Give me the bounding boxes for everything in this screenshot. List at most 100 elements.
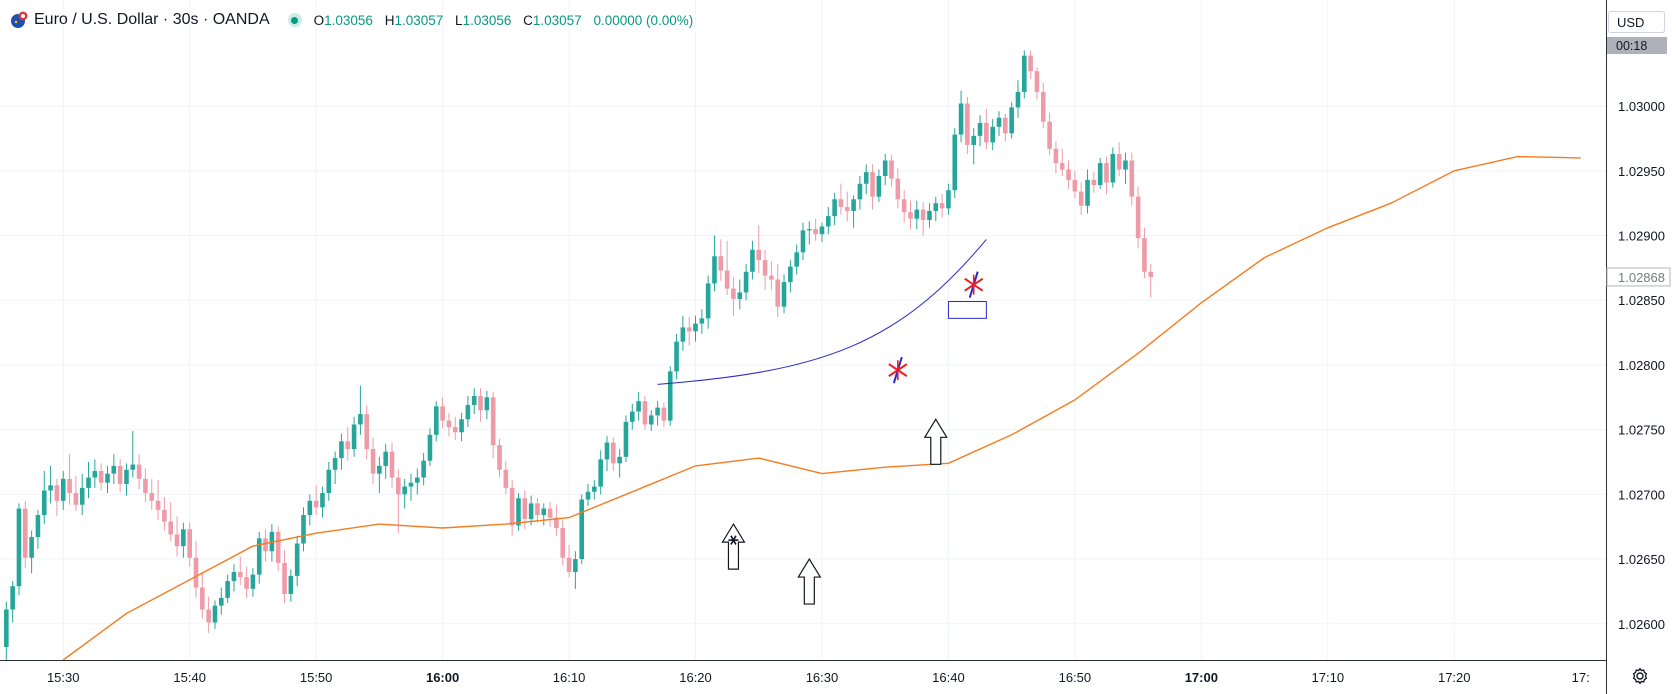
candle-body [364,414,370,450]
price-tick-label: 1.03000 [1618,99,1665,114]
candle-body [452,427,458,433]
candle-body [693,323,698,332]
candle-body [117,465,123,484]
candle-body [509,487,515,526]
candle-body [547,508,553,518]
candle-body [813,229,818,235]
candle-body [4,609,9,648]
candle-body [383,451,388,466]
candle-body [623,421,629,457]
last-price-badge [1606,267,1671,287]
rectangle-drawing [947,301,987,319]
price-axis-bg [1606,0,1676,694]
time-tick-label: 16:10 [553,670,586,685]
time-tick-label: 17:10 [1312,670,1345,685]
candle-body [598,459,603,487]
candle-body [958,103,964,135]
candle-body [332,458,338,470]
candle-body [756,249,762,261]
price-tick-label: 1.02900 [1618,229,1665,244]
price-tick-label: 1.02700 [1618,487,1665,502]
candle-body [250,574,256,589]
candle-body [465,405,471,420]
candle-body [396,477,401,495]
candle-body [294,543,300,576]
candle-body [794,252,799,267]
candle-body [10,586,15,610]
candle-body [895,178,901,200]
candle-body [187,529,192,558]
time-axis[interactable]: 15:30 15:40 15:50 16:00 16:10 16:20 16:30 16:40… [0,660,1606,694]
candle-body [351,424,357,450]
candle-body [718,256,724,271]
candle-body [377,465,382,474]
currency-selector[interactable]: USD [1608,11,1665,33]
candle-body [731,288,736,299]
candle-body [920,209,926,220]
close-key: C [523,12,533,28]
euro-dollar-flag-icon [11,11,28,28]
candle-body [699,318,705,324]
candle-body [933,203,939,211]
candle-body [535,503,540,516]
candle-body [73,493,79,505]
candle-body [705,283,711,319]
candle-body [67,478,72,494]
candle-body [136,464,142,479]
chart-legend: Euro / U.S. Dollar · 30s · OANDA O1.0305… [10,9,701,31]
candle-body [200,587,205,610]
candle-body [98,471,104,483]
candle-body [149,493,155,501]
moving-average-line [62,155,1581,661]
candle-body [996,117,1002,127]
candle-body [415,477,420,483]
candle-body [522,498,528,519]
candle-body [174,534,180,547]
candle-body [48,485,53,491]
candle-body [35,515,41,538]
price-axis[interactable]: 1.03000 1.02950 1.02900 1.02850 1.02800 1.027… [1606,0,1676,694]
moving-average-series [62,155,1581,661]
gear-icon[interactable] [1630,666,1650,686]
candle-body [155,500,161,510]
candle-body [105,473,110,483]
candle-body [528,503,534,519]
candle-body [1123,160,1128,170]
candle-body [86,477,91,488]
symbol-title[interactable]: Euro / U.S. Dollar · 30s · OANDA [34,11,270,28]
candle-body [237,572,243,578]
candle-body [307,500,313,516]
candle-body [724,270,730,289]
last-price-label: 1.02868 [1618,270,1665,285]
candle-body [604,442,610,460]
candle-body [16,508,22,587]
candle-body [946,190,951,209]
candle-body [686,327,692,332]
low-key: L [455,12,463,28]
candle-body [1135,196,1141,239]
candle-body [1021,55,1027,92]
candle-body [819,226,825,235]
candle-body [275,531,281,563]
candle-body [79,487,85,505]
price-tick-label: 1.02850 [1618,293,1665,308]
time-tick-label: 16:20 [679,670,712,685]
countdown-badge-bg [1607,37,1667,54]
candle-body [162,509,167,522]
candle-body [212,605,218,623]
time-tick-label: 17: [1572,670,1590,685]
candle-body [1078,191,1084,206]
countdown-label: 00:18 [1616,39,1647,53]
asterisk-icon [730,535,737,545]
price-tick-label: 1.02600 [1618,617,1665,632]
candle-body [807,229,812,231]
candle-body [775,279,781,307]
candle-body [592,486,597,492]
candle-body [408,482,414,487]
candle-body [952,134,958,191]
time-tick-label: 17:20 [1438,670,1471,685]
candle-body [769,275,774,280]
candle-body [908,212,913,219]
candle-body [750,249,755,272]
